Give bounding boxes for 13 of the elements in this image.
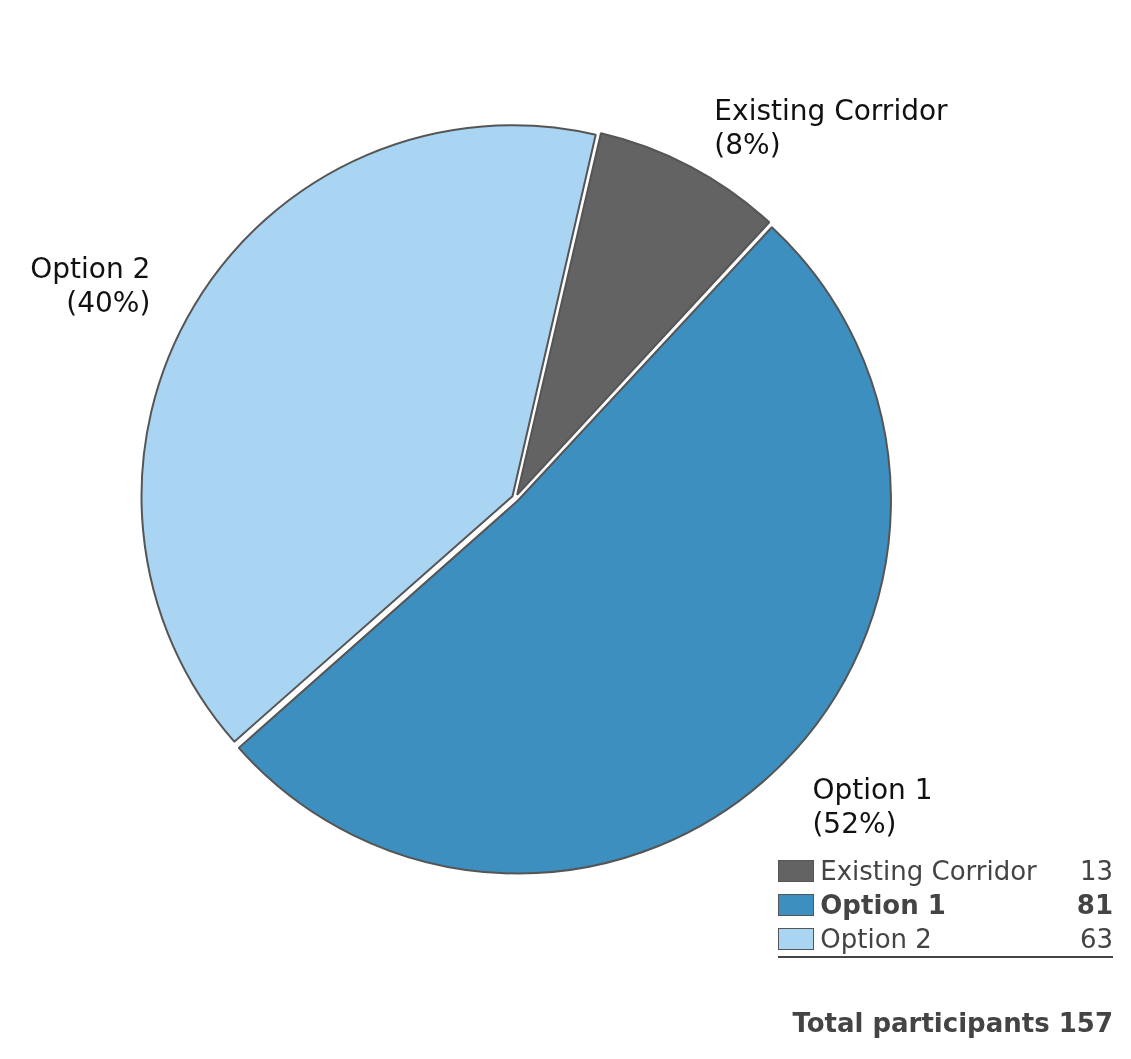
data-label: 63 (1078, 923, 1113, 956)
text: (40%) (66, 285, 151, 319)
legend-label: Option 2 (820, 923, 933, 956)
text: (52%) (812, 807, 897, 841)
slice-label: Existing Corridor (714, 93, 949, 127)
text: Total participants 157 (792, 1008, 1113, 1038)
text: (8%) (714, 127, 781, 161)
legend-label: Existing Corridor (820, 855, 1038, 888)
legend-label: Option 1 (820, 889, 947, 922)
data-label: 81 (1076, 889, 1113, 922)
data-label: 13 (1078, 855, 1113, 888)
slice-label: Option 2 (30, 251, 151, 285)
slice-label: Option 1 (812, 773, 933, 807)
